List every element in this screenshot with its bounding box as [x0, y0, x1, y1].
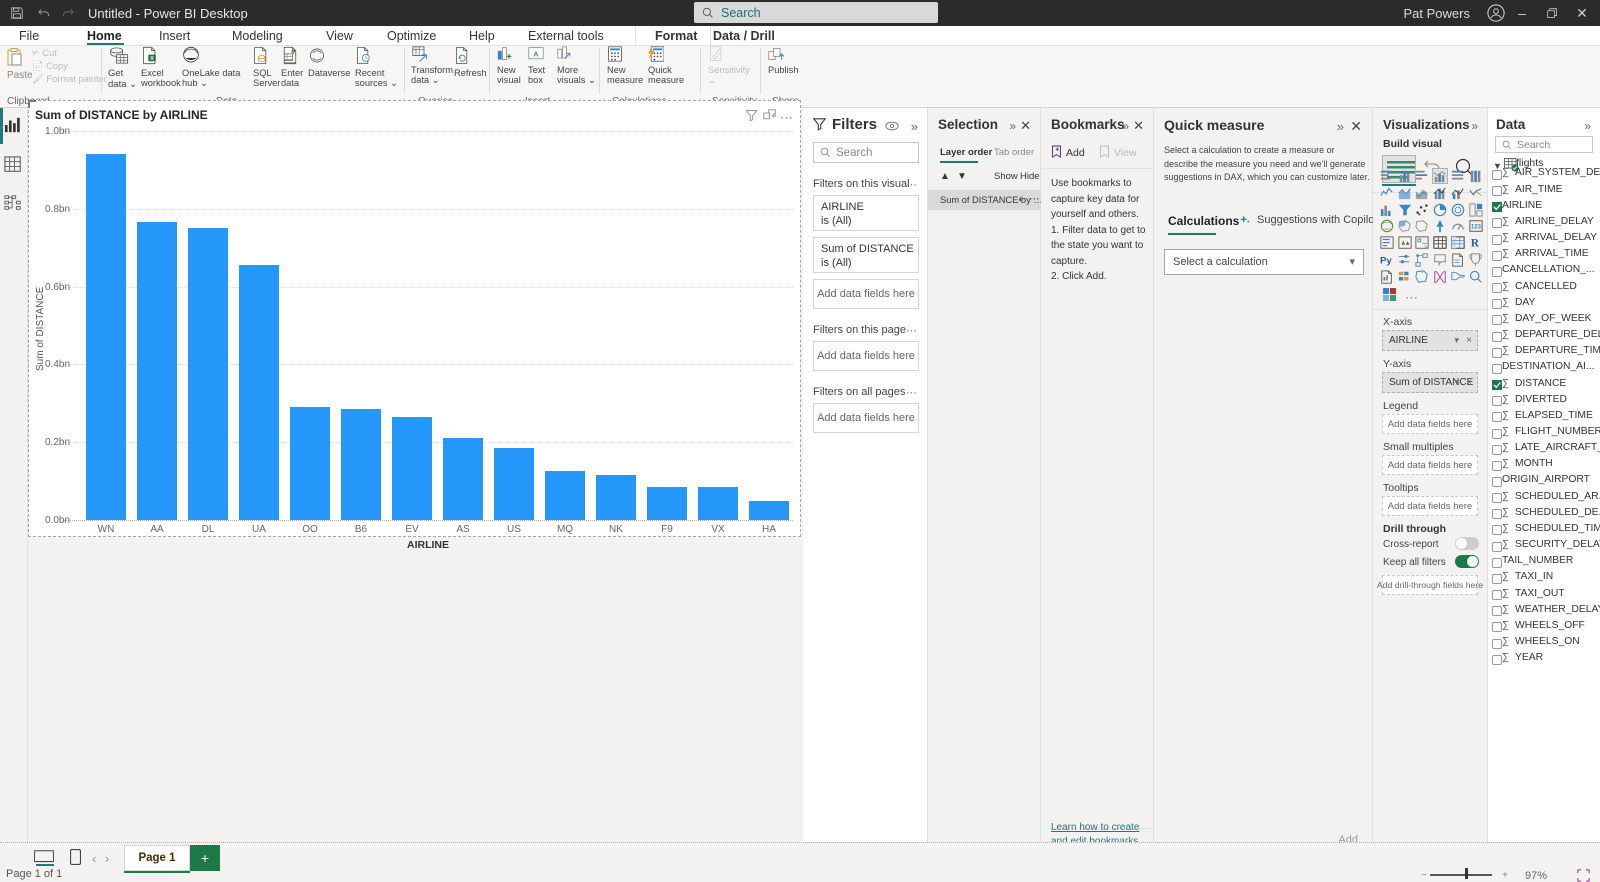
svg-text:Py: Py	[1380, 256, 1392, 267]
svg-text:123: 123	[1470, 224, 1481, 231]
svg-text:A: A	[533, 49, 538, 58]
svg-text:R: R	[1470, 238, 1479, 250]
svg-text:X: X	[150, 56, 154, 62]
